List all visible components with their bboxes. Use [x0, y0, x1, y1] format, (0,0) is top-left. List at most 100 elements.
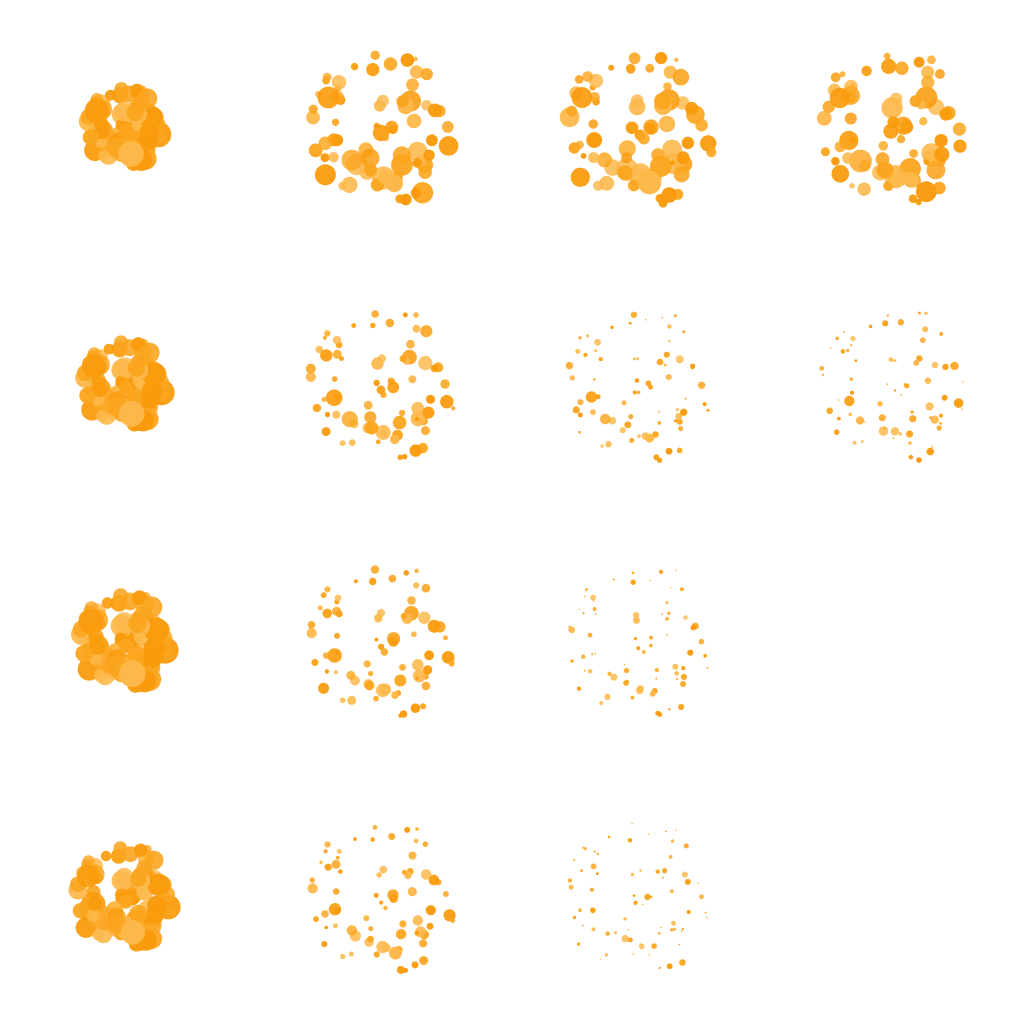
particle	[680, 665, 685, 670]
particle	[613, 931, 617, 935]
sprite-frame-0-1	[257, 0, 513, 256]
particle	[120, 920, 145, 945]
particle	[346, 695, 356, 705]
particle	[589, 594, 596, 600]
particle	[941, 394, 948, 401]
particle	[137, 88, 158, 109]
particle	[370, 837, 375, 843]
particle	[412, 311, 419, 318]
particle	[638, 869, 642, 873]
particle	[86, 885, 101, 900]
particle	[632, 390, 637, 395]
particle	[381, 943, 391, 953]
particle	[592, 377, 596, 381]
particle	[383, 57, 397, 71]
particle	[852, 440, 857, 445]
particle	[581, 611, 585, 614]
particle	[576, 942, 580, 946]
particle	[656, 711, 662, 717]
particle	[364, 420, 379, 435]
particle	[658, 569, 663, 574]
particle	[674, 829, 677, 832]
particle	[363, 915, 370, 922]
particle	[592, 606, 597, 611]
particle	[876, 161, 894, 179]
particle	[638, 943, 645, 950]
particle	[339, 696, 346, 703]
particle	[79, 387, 96, 404]
particle	[679, 586, 684, 591]
particle	[363, 400, 373, 410]
particle	[331, 118, 339, 127]
particle	[572, 406, 580, 414]
particle	[401, 453, 408, 460]
particle	[884, 52, 891, 60]
particle	[849, 183, 856, 189]
particle	[367, 670, 373, 676]
sprite-frame-0-3	[770, 0, 1026, 256]
particle	[385, 175, 403, 193]
particle	[126, 104, 144, 122]
particle	[333, 669, 338, 674]
particle	[332, 349, 342, 359]
particle	[448, 659, 455, 666]
particle	[403, 827, 410, 834]
particle	[412, 581, 420, 588]
particle	[666, 611, 670, 615]
particle	[369, 322, 376, 329]
particle	[679, 408, 687, 416]
particle	[606, 671, 612, 676]
particle	[380, 647, 388, 656]
particle	[831, 165, 850, 183]
particle	[681, 928, 684, 931]
particle	[888, 357, 894, 362]
particle	[894, 389, 897, 392]
particle	[661, 868, 667, 874]
particle	[676, 418, 683, 425]
particle	[581, 924, 584, 927]
particle	[331, 410, 341, 419]
particle	[309, 877, 315, 884]
particle	[425, 134, 438, 147]
particle	[574, 75, 584, 84]
particle	[612, 578, 615, 580]
particle	[587, 632, 592, 637]
particle	[650, 148, 665, 162]
particle	[642, 119, 659, 135]
particle	[396, 95, 409, 108]
particle	[664, 600, 668, 604]
particle	[447, 146, 456, 155]
particle	[422, 841, 428, 848]
particle	[370, 564, 379, 574]
particle	[72, 903, 89, 919]
particle	[374, 637, 379, 641]
particle	[418, 355, 433, 370]
particle	[917, 356, 920, 358]
particle	[576, 398, 583, 406]
particle	[631, 571, 634, 574]
particle	[139, 342, 160, 363]
particle-burst-frame	[567, 823, 708, 970]
particle	[684, 397, 687, 400]
particle	[331, 375, 338, 382]
particle	[598, 700, 603, 705]
particle	[333, 907, 341, 915]
particle	[690, 624, 696, 630]
particle	[577, 908, 582, 913]
particle	[916, 181, 937, 203]
particle	[673, 670, 679, 676]
particle	[339, 953, 346, 960]
particle	[419, 702, 427, 709]
sprite-frame-2-0	[0, 514, 256, 770]
particle	[926, 447, 935, 456]
particle	[702, 401, 707, 407]
particle	[113, 335, 129, 350]
particle	[664, 616, 669, 621]
particle	[930, 415, 940, 424]
particle	[673, 313, 677, 317]
particle	[399, 920, 407, 928]
particle	[320, 591, 327, 598]
particle	[644, 433, 654, 443]
particle	[913, 359, 920, 366]
particle	[668, 855, 672, 860]
